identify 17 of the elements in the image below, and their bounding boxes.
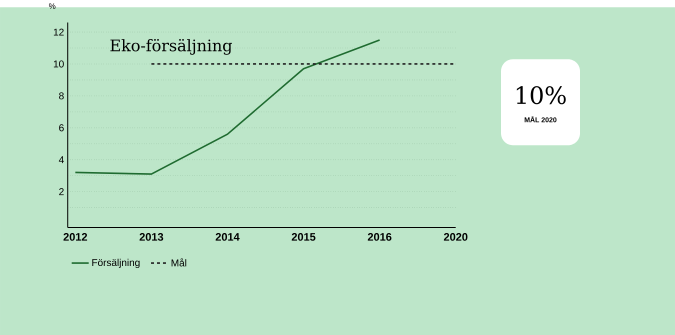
x-tick-label: 2014 bbox=[216, 232, 240, 241]
y-tick-label: 6 bbox=[59, 124, 64, 132]
y-tick-label: 4 bbox=[58, 156, 64, 164]
x-tick-label: 2012 bbox=[64, 232, 88, 241]
y-tick-label: 2 bbox=[59, 188, 64, 195]
y-tick-label: 8 bbox=[59, 92, 64, 100]
y-tick-label: 12 bbox=[54, 28, 64, 36]
line-series bbox=[74, 39, 380, 175]
legend-label: Mål bbox=[172, 258, 186, 266]
x-tick-label: 2020 bbox=[444, 232, 468, 241]
text: 10% bbox=[516, 86, 566, 104]
x-tick-label: 2016 bbox=[368, 232, 392, 241]
legend-label: Försäljning bbox=[92, 258, 140, 268]
x-tick-label: 2013 bbox=[140, 232, 164, 241]
text: Eko-försäljning bbox=[110, 38, 232, 55]
y-tick-label: 10 bbox=[54, 60, 64, 68]
x-tick-label: 2015 bbox=[292, 232, 316, 241]
